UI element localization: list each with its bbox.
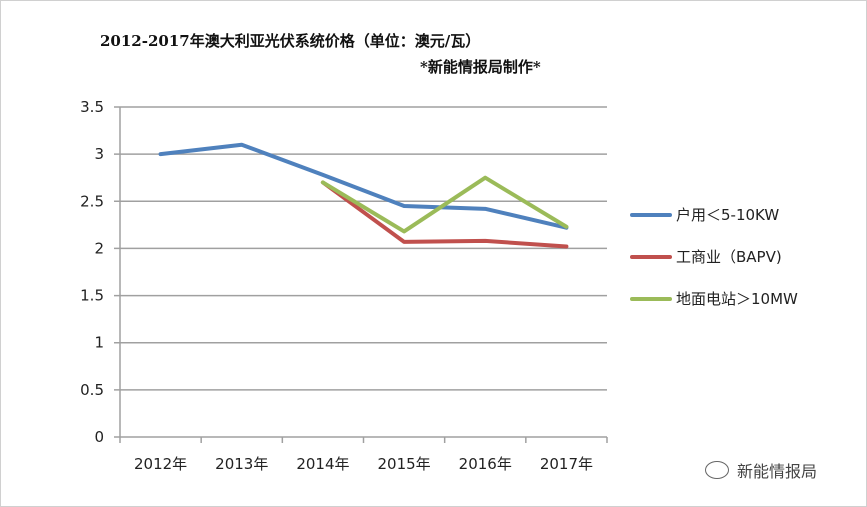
y-tick-label: 1	[94, 334, 104, 352]
legend-item-residential: 户用＜5-10KW	[630, 204, 779, 225]
x-tick-label: 2015年	[377, 455, 430, 473]
legend-item-commercial: 工商业（BAPV)	[630, 246, 782, 267]
x-tick-label: 2014年	[296, 455, 349, 473]
legend-label: 地面电站＞10MW	[676, 290, 798, 308]
chart-title: 2012-2017年澳大利亚光伏系统价格（单位：澳元/瓦）	[100, 32, 481, 50]
y-tick-label: 2	[94, 239, 104, 257]
legend-label: 户用＜5-10KW	[676, 206, 780, 224]
legend-item-utility: 地面电站＞10MW	[630, 288, 798, 309]
y-tick-label: 3.5	[80, 98, 104, 116]
legend-swatch	[630, 254, 672, 259]
legend-swatch	[630, 212, 672, 217]
x-tick-label: 2013年	[215, 455, 268, 473]
watermark-text: 新能情报局	[737, 462, 818, 481]
watermark: 新能情报局	[705, 458, 817, 482]
series-line-0	[158, 142, 569, 230]
series-line-2	[320, 175, 569, 234]
y-tick-label: 0.5	[80, 381, 104, 399]
y-tick-label: 3	[94, 145, 104, 163]
wechat-icon	[705, 461, 729, 479]
x-tick-label: 2017年	[540, 455, 593, 473]
legend-swatch	[630, 296, 672, 301]
series-line-1	[320, 180, 569, 249]
y-tick-label: 2.5	[80, 192, 104, 210]
y-tick-label: 1.5	[80, 287, 104, 305]
y-tick-label: 0	[94, 428, 104, 446]
x-tick-label: 2012年	[134, 455, 187, 473]
chart-subtitle: *新能情报局制作*	[420, 58, 541, 76]
legend-label: 工商业（BAPV)	[676, 248, 782, 266]
x-tick-label: 2016年	[459, 455, 512, 473]
